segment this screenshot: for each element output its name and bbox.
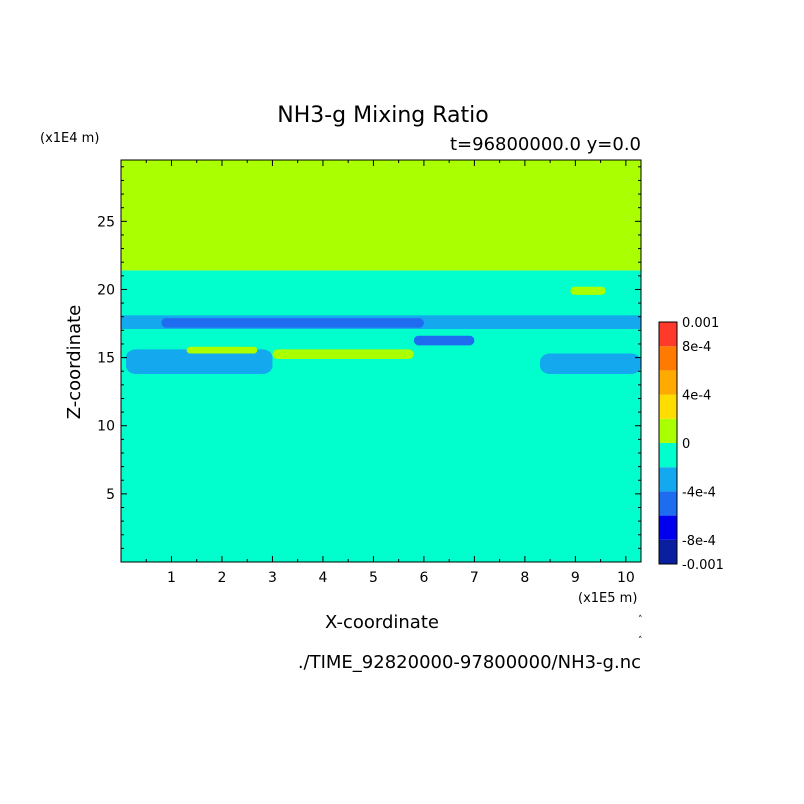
x-tick-label: 7	[470, 570, 479, 586]
plot-frame	[120, 159, 642, 563]
tick-mark-decoration: ˄	[638, 636, 643, 646]
colorbar-level	[659, 418, 677, 443]
colorbar-label: 8e-4	[682, 340, 711, 355]
colorbar-label: 0	[682, 437, 690, 452]
colorbar-level	[659, 346, 677, 371]
contour-region	[186, 346, 258, 354]
contour-region	[121, 160, 641, 271]
y-tick-label: 15	[97, 351, 115, 367]
contour-region	[540, 353, 641, 374]
contour-region	[570, 286, 606, 295]
colorbar-level	[659, 515, 677, 540]
x-axis-ticks: 1 2 3 4 5 6 7 8 9 10	[145, 160, 635, 586]
y-tick-label: 20	[97, 282, 115, 298]
contour-region	[413, 335, 475, 346]
chart-title: NH3-g Mixing Ratio	[277, 103, 489, 128]
y-tick-label: 5	[106, 487, 115, 503]
colorbar-frame	[658, 321, 678, 565]
x-tick-label: 10	[617, 570, 635, 586]
x-tick-label: 1	[167, 570, 176, 586]
y-tick-label: 10	[97, 419, 115, 435]
tick-mark-decoration: ˄	[638, 615, 643, 625]
colorbar-label: -8e-4	[682, 534, 716, 549]
contour-region	[161, 318, 424, 328]
x-tick-label: 4	[318, 570, 327, 586]
x-tick-label: 2	[218, 570, 227, 586]
y-axis-ticks: 5 10 15 20 25	[97, 166, 641, 549]
source-file-label: ./TIME_92820000-97800000/NH3-g.nc	[298, 652, 641, 673]
contour-region	[121, 270, 641, 562]
colorbar-level	[659, 491, 677, 516]
x-tick-label: 5	[369, 570, 378, 586]
plot-area	[121, 160, 641, 562]
colorbar-level	[659, 467, 677, 492]
x-tick-label: 8	[520, 570, 529, 586]
colorbar-level	[659, 394, 677, 419]
chart-subtitle: t=96800000.0 y=0.0	[450, 134, 641, 155]
colorbar: 0.001 8e-4 4e-4 0 -4e-4 -8e-4 -0.001	[658, 316, 724, 573]
colorbar-level	[659, 370, 677, 395]
x-axis-label: X-coordinate	[325, 612, 439, 633]
x-tick-label: 6	[419, 570, 428, 586]
contour-region	[272, 349, 414, 359]
colorbar-level	[659, 443, 677, 468]
x-unit-label: (x1E5 m)	[578, 591, 637, 606]
colorbar-label: 0.001	[682, 316, 719, 331]
y-tick-label: 25	[97, 214, 115, 230]
colorbar-label: -4e-4	[682, 485, 716, 500]
colorbar-level	[659, 322, 677, 347]
y-axis-label: Z-coordinate	[64, 305, 85, 420]
x-tick-label: 3	[268, 570, 277, 586]
y-unit-label: (x1E4 m)	[40, 131, 99, 146]
colorbar-label: -0.001	[682, 558, 724, 573]
colorbar-label: 4e-4	[682, 389, 711, 404]
contour-region	[126, 349, 273, 374]
colorbar-level	[659, 539, 677, 564]
x-tick-label: 9	[571, 570, 580, 586]
